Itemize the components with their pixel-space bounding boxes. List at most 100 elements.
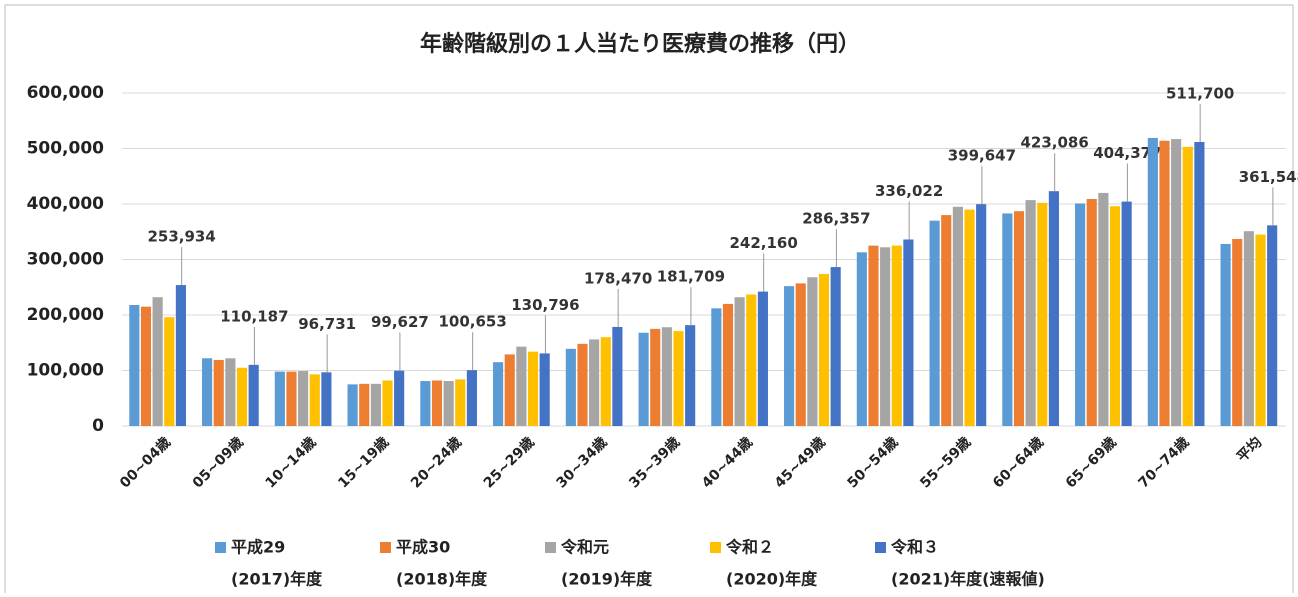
legend-swatch [545, 542, 556, 553]
bar [929, 220, 940, 426]
bar [1013, 211, 1025, 426]
value-label: 178,470 [584, 269, 652, 287]
bar [1220, 243, 1231, 426]
value-label: 181,709 [657, 268, 725, 286]
bar [612, 326, 623, 426]
bar [359, 383, 370, 426]
bar [638, 332, 649, 426]
bar [347, 384, 358, 426]
bar [941, 215, 952, 426]
y-tick-label: 600,000 [27, 83, 105, 103]
value-label: 399,647 [948, 147, 1016, 165]
value-label: 361,548 [1239, 168, 1298, 186]
legend-label: 平成29 [231, 538, 285, 557]
y-tick-label: 300,000 [27, 250, 105, 270]
bar [431, 380, 443, 426]
chart-title: 年齢階級別の１人当たり医療費の推移（円） [420, 31, 860, 57]
legend-swatch [215, 542, 226, 553]
bar [722, 303, 734, 426]
bar [577, 343, 588, 426]
bar [225, 358, 236, 426]
bar [1002, 213, 1013, 426]
legend-note: (2020)年度 [726, 570, 818, 589]
value-label: 99,627 [371, 313, 429, 331]
bar [880, 247, 891, 426]
bar [1182, 146, 1193, 426]
legend-note: (2017)年度 [231, 570, 323, 589]
y-tick-label: 0 [92, 416, 104, 436]
bar [1243, 231, 1254, 426]
value-label: 96,731 [298, 315, 356, 333]
bar [1171, 139, 1182, 426]
bar [504, 354, 515, 426]
bar [650, 328, 661, 426]
bar [539, 353, 550, 426]
legend-note: (2019)年度 [561, 570, 653, 589]
bar [856, 252, 867, 426]
bar [527, 351, 539, 426]
value-label: 404,377 [1093, 144, 1161, 162]
bar [1075, 203, 1086, 426]
bar [589, 339, 600, 426]
bar [1159, 140, 1170, 427]
bar [248, 364, 259, 426]
legend-note: (2018)年度 [396, 570, 488, 589]
bar [175, 285, 186, 426]
legend-label: 令和２ [725, 538, 774, 557]
bar [1121, 201, 1132, 426]
bar [466, 370, 477, 426]
bar [443, 381, 454, 426]
bar [236, 367, 248, 426]
legend-label: 令和元 [560, 538, 609, 557]
value-label: 336,022 [875, 182, 943, 200]
legend-label: 平成30 [396, 538, 450, 557]
bar [286, 371, 297, 426]
bar [309, 374, 320, 426]
value-label: 423,086 [1020, 134, 1088, 152]
bar [1267, 225, 1278, 426]
bar [274, 371, 285, 426]
bar [382, 380, 393, 426]
bar [1048, 191, 1059, 426]
bar [1025, 200, 1036, 426]
bar [830, 267, 841, 426]
value-label: 242,160 [729, 234, 797, 252]
bar [370, 383, 381, 426]
legend-label: 令和３ [890, 538, 939, 557]
bar [661, 327, 672, 426]
bar [746, 294, 757, 426]
bar [1037, 202, 1048, 426]
y-tick-label: 200,000 [27, 305, 105, 325]
bar [711, 308, 722, 426]
bar [1109, 206, 1121, 426]
bar [298, 371, 309, 426]
bar [1232, 238, 1243, 426]
bar [516, 346, 527, 426]
bar [455, 379, 466, 426]
bar [818, 273, 830, 426]
bar [1255, 234, 1266, 426]
bar [807, 277, 818, 426]
bar [1086, 199, 1097, 426]
bar [685, 325, 696, 426]
bar [321, 372, 332, 426]
y-tick-label: 500,000 [27, 139, 105, 159]
y-tick-label: 100,000 [27, 361, 105, 381]
value-label: 110,187 [220, 307, 288, 325]
bar [1194, 142, 1205, 426]
bar [734, 297, 745, 426]
bar [976, 204, 987, 426]
bar [964, 209, 975, 426]
value-label: 511,700 [1166, 85, 1234, 103]
value-label: 253,934 [147, 228, 215, 246]
bar [891, 245, 902, 426]
bar [202, 358, 213, 426]
bar [600, 337, 611, 426]
value-label: 100,653 [438, 313, 506, 331]
bar [140, 306, 152, 426]
legend-swatch [380, 542, 391, 553]
bar [420, 381, 431, 426]
bar [795, 283, 806, 426]
bar [565, 348, 576, 426]
